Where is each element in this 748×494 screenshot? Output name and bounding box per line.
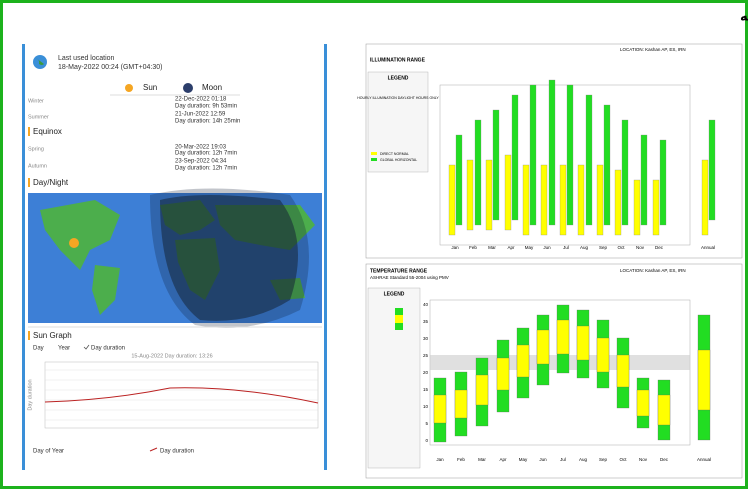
tab[interactable]: Sun [143,83,157,92]
y-tick-label: 25 [423,353,429,358]
illumination-chart: ILLUMINATION RANGE LOCATION: Kashan AP, … [357,43,743,259]
x-tick-label: Oct [617,245,625,250]
x-tick-label: Annual [697,457,711,462]
duration: Day duration: 14h 25min [175,119,240,125]
x-tick-label: Mar [488,245,496,250]
legend-title: LEGEND [388,75,409,81]
duration: Day duration: 12h 7min [175,166,237,172]
datetime: 18-May-2022 00:24 (GMT+04:30) [58,64,162,71]
location: LOCATION: Kashan AP, ES, IRN [620,268,686,273]
x-tick-label: Nov [639,457,648,462]
x-tick-label: Dec [655,245,664,250]
button[interactable]: Day [33,346,44,352]
sun-app: Last used location 18-May-2022 00:24 (GM… [22,44,327,470]
y-axis-label: Day duration [27,379,33,410]
y-tick-label: 10 [423,404,429,409]
x-tick-label: Aug [579,457,588,462]
x-tick-label: Apr [499,457,507,462]
month-labels: Jan Feb Mar Apr May Jun Jul Aug Sep Oct … [436,245,715,462]
season: Winter [28,98,44,104]
x-tick-label: Aug [580,245,589,250]
x-tick-label: Mar [478,457,486,462]
y-tick-label: 5 [425,421,428,426]
x-tick-label: Dec [660,457,669,462]
x-tick-label: May [525,245,534,250]
x-axis-label: Day of Year [33,449,64,455]
chart-title: TEMPERATURE RANGE [370,268,428,274]
legend-entry: DIRECT NORMAL [380,152,409,156]
graph-caption: 15-Aug-2022 Day duration: 13:26 [131,353,212,359]
x-tick-label: Jul [560,457,566,462]
x-tick-label: Nov [636,245,645,250]
duration: Day duration: 12h 7min [175,151,237,157]
x-tick-label: Jun [539,457,547,462]
date: 22-Dec-2022 01:18 [175,97,227,103]
x-tick-label: Jun [543,245,551,250]
x-tick-label: Oct [619,457,627,462]
x-tick-label: Annual [701,245,715,250]
x-tick-label: Jul [563,245,569,250]
date: 21-Jun-2022 12:59 [175,112,226,118]
section-heading: Day/Night [33,178,69,187]
x-tick-label: Sep [599,245,608,250]
section-heading: Equinox [33,127,62,136]
y-tick-label: 40 [423,302,429,307]
y-tick-label: 20 [423,370,429,375]
chart-title: ILLUMINATION RANGE [370,57,426,63]
season: Autumn [28,163,47,169]
x-tick-label: Apr [507,245,515,250]
x-tick-label: Feb [469,245,477,250]
date: 23-Sep-2022 04:34 [175,159,227,165]
x-tick-label: Jan [436,457,444,462]
season: Summer [28,114,49,120]
y-tick-label: 35 [423,319,429,324]
date: 20-Mar-2022 19:03 [175,145,227,151]
day-duration-curve [44,387,319,404]
chart-subtitle: ASHRAE Standard 55-2004 using PMV [370,275,449,280]
location: LOCATION: Kashan AP, ES, IRN [620,47,686,52]
page-title: نمایش چارت میانگین دمای ماهانه و سالانه … [740,9,748,25]
y-tick-label: 30 [423,336,429,341]
legend-entry: Day duration [160,449,194,455]
x-tick-label: Feb [457,457,465,462]
location-label: Last used location [58,55,115,62]
legend-title: LEGEND [384,291,405,297]
x-tick-label: Jan [451,245,459,250]
y-tick-label: 15 [423,387,429,392]
legend-entry: GLOBAL HORIZONTAL [380,158,417,162]
button[interactable]: Day duration [91,346,125,352]
season: Spring [28,146,44,152]
button[interactable]: Year [58,346,70,352]
section-heading: Sun Graph [33,331,72,340]
legend-subtitle: HOURLY ILLUMINATION DAYLIGHT HOURS ONLY [357,96,439,100]
temperature-chart: TEMPERATURE RANGE ASHRAE Standard 55-200… [365,263,743,479]
y-tick-label: 0 [425,438,428,443]
x-tick-label: Sep [599,457,608,462]
tab[interactable]: Moon [202,83,222,92]
duration: Day duration: 9h 53min [175,104,237,110]
x-tick-label: May [519,457,528,462]
